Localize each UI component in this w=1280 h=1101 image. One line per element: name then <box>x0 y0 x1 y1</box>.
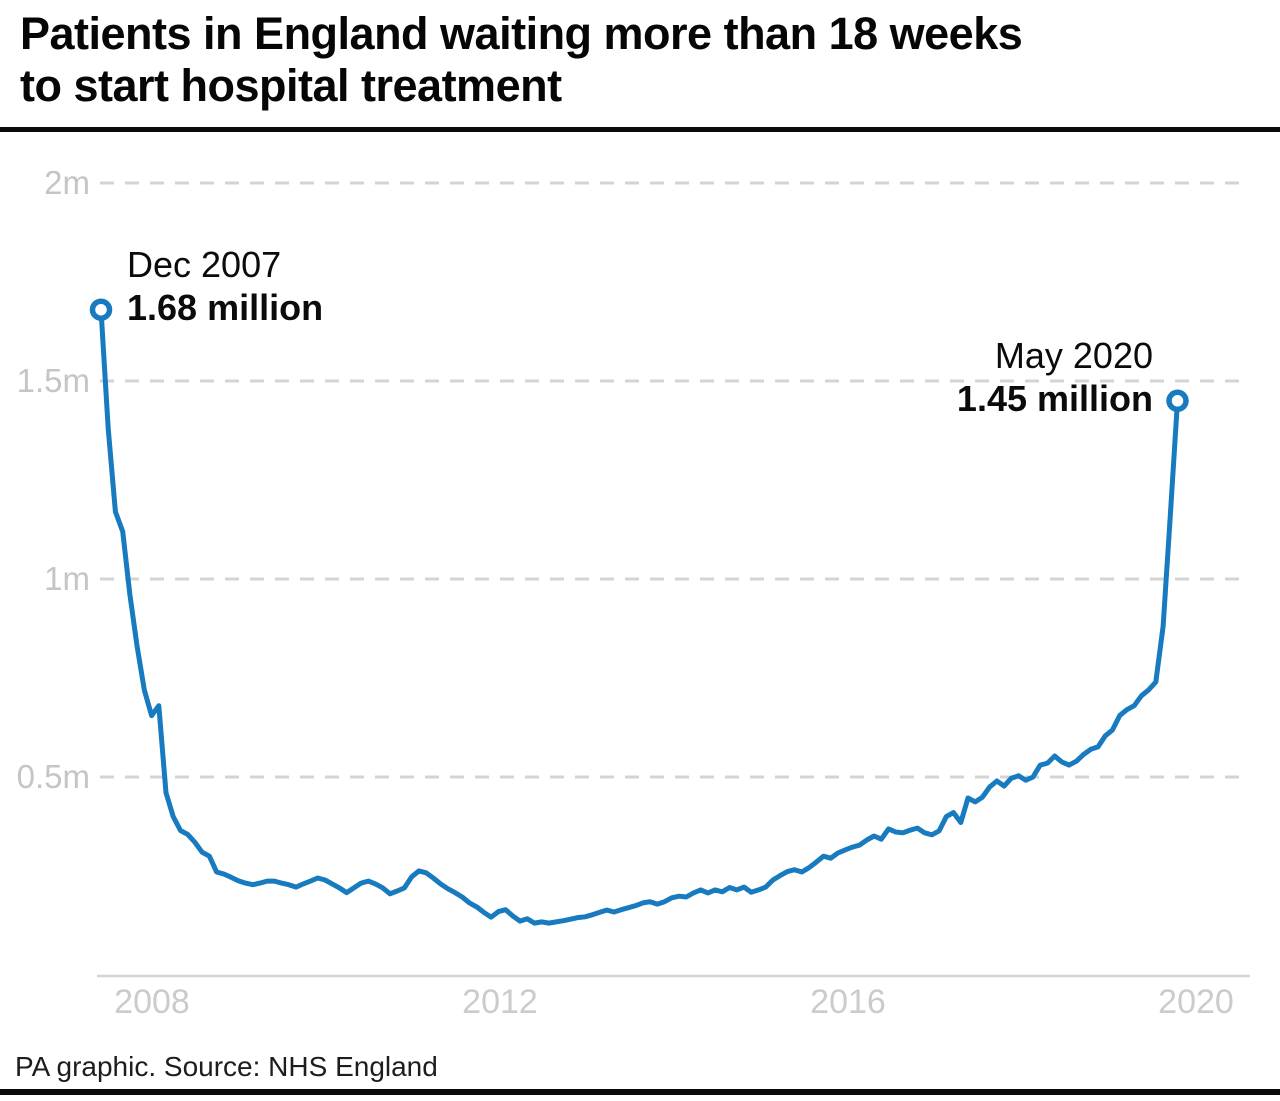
end-point-marker-may-2020 <box>1166 389 1189 413</box>
source-credit: PA graphic. Source: NHS England <box>15 1051 438 1082</box>
gridlines <box>100 181 1242 779</box>
title-divider-rule <box>0 127 1280 132</box>
annotation-may-2020-date: May 2020 <box>994 335 1153 376</box>
end-point-marker-dec-2007 <box>89 298 113 321</box>
bottom-rule <box>0 1089 1280 1095</box>
y-tick-label-2m: 2m <box>44 164 90 201</box>
x-tick-label-2016: 2016 <box>810 983 886 1021</box>
chart-title: Patients in England waiting more than 18… <box>20 8 1260 112</box>
annotation-dec-2007-value: 1.68 million <box>127 287 324 328</box>
x-tick-label-2008: 2008 <box>114 983 190 1021</box>
y-tick-label-1m: 1m <box>44 560 90 597</box>
annotation-may-2020-value: 1.45 million <box>956 378 1153 419</box>
annotation-dec-2007: Dec 2007 1.68 million <box>127 243 323 329</box>
y-tick-label-0-5m: 0.5m <box>16 758 90 795</box>
x-tick-label-2020: 2020 <box>1158 983 1234 1021</box>
chart-title-line2: to start hospital treatment <box>20 60 562 111</box>
annotation-may-2020: May 2020 1.45 million <box>957 334 1153 420</box>
trend-line <box>98 307 1180 926</box>
x-tick-label-2012: 2012 <box>462 983 538 1021</box>
y-tick-label-1-5m: 1.5m <box>16 362 90 399</box>
data-point-markers <box>89 298 1189 413</box>
annotation-dec-2007-date: Dec 2007 <box>127 244 282 285</box>
chart-title-line1: Patients in England waiting more than 18… <box>20 8 1023 59</box>
